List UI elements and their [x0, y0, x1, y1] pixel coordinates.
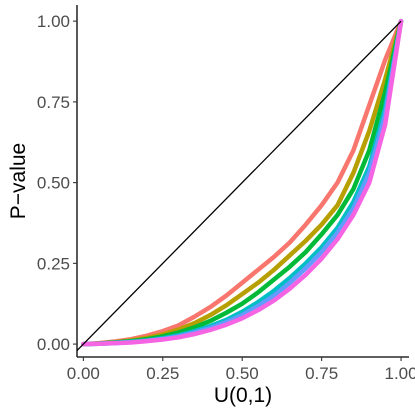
y-axis-ticks: 0.00 0.25 0.50 0.75 1.00	[37, 12, 77, 354]
x-tick-label: 0.75	[305, 364, 338, 383]
series-line-6	[81, 18, 404, 347]
x-tick-label: 1.00	[385, 364, 415, 383]
reference-line	[76, 20, 402, 351]
x-tick-label: 0.00	[67, 364, 100, 383]
y-tick-label: 0.50	[37, 174, 70, 193]
y-tick-label: 0.75	[37, 93, 70, 112]
series-layer	[81, 18, 404, 347]
x-axis-title: U(0,1)	[214, 384, 272, 407]
y-tick-label: 1.00	[37, 12, 70, 31]
y-tick-label: 0.00	[37, 335, 70, 354]
x-tick-label: 0.50	[226, 364, 259, 383]
x-axis-ticks: 0.00 0.25 0.50 0.75 1.00	[67, 357, 415, 383]
y-axis-title: P−value	[7, 143, 30, 219]
y-tick-label: 0.25	[37, 254, 70, 273]
x-tick-label: 0.25	[146, 364, 179, 383]
